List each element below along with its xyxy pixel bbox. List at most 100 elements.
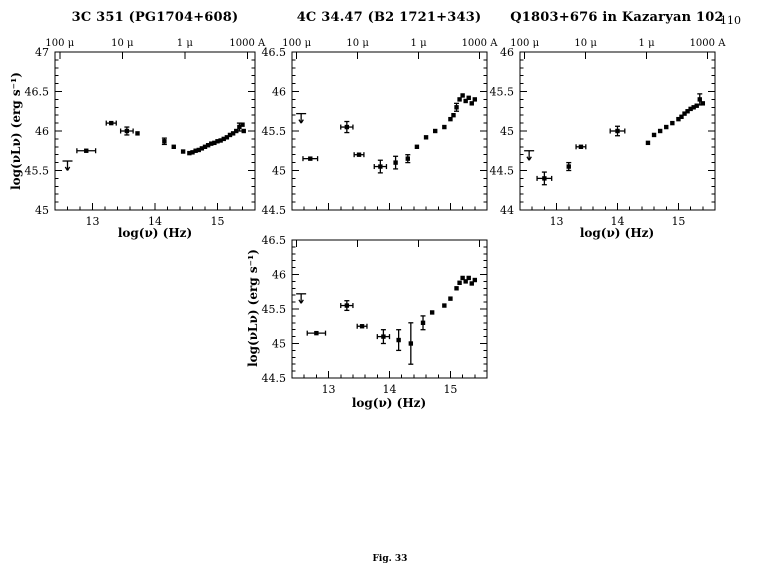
data-point — [408, 341, 414, 346]
data-point — [670, 120, 675, 126]
data-point — [190, 150, 195, 155]
figure-caption: Fig. 33 — [372, 554, 408, 564]
y-axis-label-chart1: log(νLν) (erg s⁻¹) — [9, 72, 23, 190]
data-point — [578, 144, 584, 149]
data-point — [209, 141, 214, 146]
data-point — [84, 148, 89, 153]
data-point — [457, 280, 462, 285]
data-point — [448, 116, 453, 122]
y-tick-label: 45.5 — [262, 303, 287, 316]
data-point — [700, 101, 706, 106]
data-point — [466, 95, 471, 101]
y-tick-label: 45.5 — [262, 125, 287, 138]
y-axis-label-chart4: log(νLν) (erg s⁻¹) — [246, 249, 260, 367]
data-point — [234, 128, 239, 134]
data-point — [199, 146, 205, 151]
data-point — [414, 144, 420, 149]
data-point — [202, 144, 208, 149]
y-tick-label: 46 — [35, 125, 49, 138]
data-point — [566, 164, 571, 169]
x-tick-label: 13 — [86, 215, 100, 228]
data-point — [240, 122, 245, 127]
data-point — [109, 120, 114, 126]
data-point — [472, 97, 478, 102]
y-tick-label: 45.5 — [25, 165, 50, 178]
error-bar — [300, 299, 304, 304]
y-tick-label: 46 — [500, 46, 514, 59]
x-tick-label: 15 — [211, 215, 225, 228]
data-point — [162, 139, 167, 144]
data-point — [469, 281, 474, 286]
y-tick-label: 44.5 — [262, 204, 287, 217]
data-point — [472, 277, 478, 283]
wavelength-label: 1 μ — [411, 38, 428, 49]
wavelength-label: 1 μ — [177, 38, 194, 49]
data-point — [420, 320, 426, 325]
data-point — [187, 150, 192, 156]
data-point — [466, 275, 471, 281]
data-point — [460, 275, 465, 281]
data-point — [356, 152, 362, 157]
data-point — [124, 128, 130, 134]
error-bar — [66, 166, 71, 171]
data-point — [227, 132, 233, 138]
data-point — [314, 330, 319, 336]
wavelength-label: 100 μ — [510, 38, 539, 49]
data-point — [615, 128, 620, 134]
x-tick-label: 14 — [611, 215, 625, 228]
plot-frame — [54, 51, 256, 211]
data-point — [393, 160, 398, 165]
data-point — [676, 116, 681, 122]
data-point — [694, 103, 699, 108]
data-point — [469, 101, 474, 106]
wavelength-label: 1 μ — [639, 38, 656, 49]
data-point — [221, 136, 226, 142]
x-tick-label: 15 — [443, 383, 457, 396]
data-point — [381, 334, 386, 339]
chart-title-q1803: Q1803+676 in Kazaryan 102 — [510, 10, 724, 25]
y-tick-label: 45 — [272, 338, 286, 351]
data-point — [224, 135, 230, 140]
x-tick-label: 14 — [148, 215, 162, 228]
data-point — [448, 296, 453, 301]
y-tick-label: 45 — [272, 165, 286, 178]
data-point — [664, 124, 669, 130]
y-tick-label: 45.5 — [490, 86, 515, 99]
x-axis-label-chart3: log(ν) (Hz) — [579, 226, 655, 240]
y-tick-label: 46.5 — [262, 234, 287, 247]
data-point — [205, 143, 211, 148]
data-point — [463, 98, 468, 104]
x-axis-label-chart4: log(ν) (Hz) — [351, 396, 427, 410]
chart-panel-3: 13 14 15 100 μ 10 μ 1 μ 1000 A 44 44.5 45 45.5 46 — [490, 38, 727, 228]
y-tick-label: 46 — [272, 269, 286, 282]
data-point — [308, 156, 313, 161]
data-point — [218, 138, 223, 143]
data-point — [451, 113, 456, 118]
chart-panel-1: 13 14 15 100 μ 10 μ 1 μ 1000 A 45 45.5 46 46.5 47 — [25, 38, 267, 228]
data-point — [679, 114, 684, 119]
plot-frame — [291, 239, 488, 379]
data-point — [230, 131, 236, 136]
data-point — [215, 139, 220, 144]
data-point — [688, 106, 693, 112]
data-point — [180, 149, 186, 154]
y-tick-label: 44.5 — [490, 165, 515, 178]
data-point — [442, 303, 447, 308]
data-point — [378, 164, 383, 169]
data-point — [682, 111, 687, 116]
y-tick-label: 45 — [500, 125, 514, 138]
wavelength-label: 1000 A — [462, 38, 499, 49]
data-point — [454, 105, 459, 110]
data-point — [396, 337, 401, 343]
data-point — [135, 131, 140, 136]
wavelength-label: 10 μ — [574, 38, 597, 49]
data-point — [657, 128, 663, 134]
y-tick-label: 46.5 — [262, 46, 287, 59]
data-point — [433, 128, 438, 134]
data-point — [193, 148, 198, 153]
x-tick-label: 14 — [383, 383, 397, 396]
data-point — [196, 147, 201, 153]
x-tick-label: 13 — [550, 215, 564, 228]
